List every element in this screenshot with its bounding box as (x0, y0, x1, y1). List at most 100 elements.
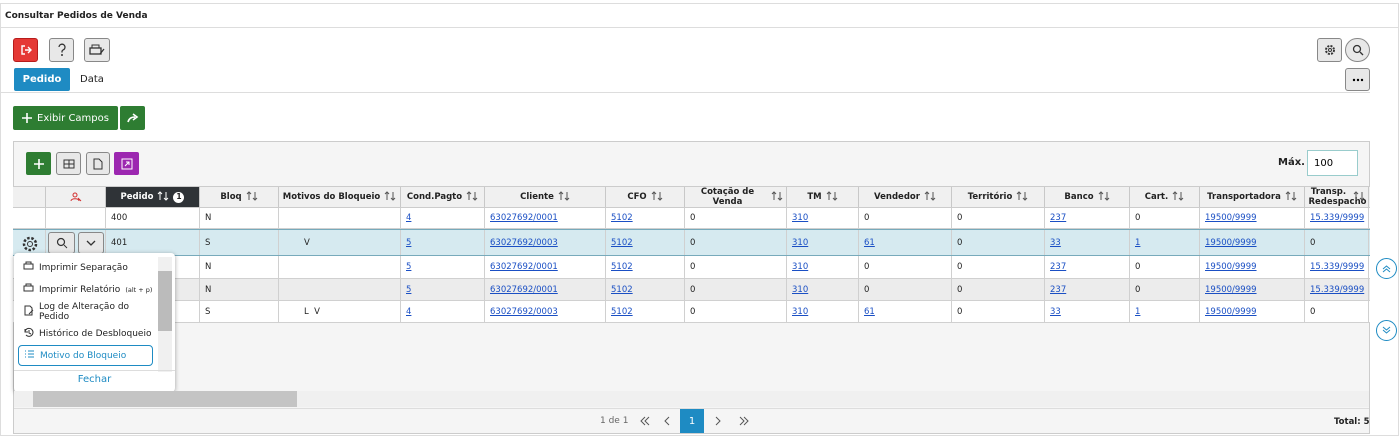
cell-link[interactable]: 63027692/0003 (490, 306, 558, 317)
sort-icon[interactable] (558, 190, 570, 204)
cell-link[interactable]: 5102 (611, 213, 633, 223)
cell-link[interactable]: 1 (1135, 237, 1141, 248)
column-header[interactable]: CFO (606, 187, 685, 207)
column-header[interactable]: Pedido 1 (106, 187, 200, 207)
cell: 19500/9999 (1200, 230, 1305, 255)
share-button[interactable] (120, 106, 145, 130)
cell-link[interactable]: 5 (406, 284, 412, 295)
column-header[interactable]: Cond.Pagto (401, 187, 485, 207)
cell-link[interactable]: 4 (406, 213, 412, 223)
cell-link[interactable]: 15.339/9999 (1310, 213, 1365, 223)
sort-icon[interactable] (157, 190, 169, 204)
menu-item[interactable]: Imprimir Relatório (alt + p) (18, 279, 153, 300)
sort-icon[interactable] (246, 190, 258, 204)
column-header[interactable]: Transp. Redespacho (1305, 187, 1369, 207)
menu-item[interactable]: Log de Alteração do Pedido (18, 301, 153, 322)
cell-link[interactable]: 61 (864, 237, 875, 248)
column-header[interactable]: Bloq (200, 187, 279, 207)
scroll-up-button[interactable] (1376, 258, 1397, 279)
max-input[interactable]: 100 (1307, 150, 1358, 176)
sort-icon[interactable] (651, 190, 663, 204)
cell-link[interactable]: 5102 (611, 262, 633, 272)
cell-link[interactable]: 310 (792, 262, 809, 272)
sort-icon[interactable] (771, 190, 783, 204)
column-header[interactable]: Vendedor (859, 187, 952, 207)
cell-link[interactable]: 61 (864, 306, 875, 317)
settings-button[interactable] (1317, 38, 1342, 62)
sort-icon[interactable] (1098, 190, 1110, 204)
sort-icon[interactable] (924, 190, 936, 204)
cell-link[interactable]: 19500/9999 (1205, 237, 1257, 248)
show-fields-button[interactable]: Exibir Campos (13, 106, 118, 130)
column-header[interactable]: Cart. (1130, 187, 1200, 207)
menu-icon (23, 305, 34, 319)
cell-text: L V (304, 306, 320, 317)
sort-icon[interactable] (1172, 190, 1184, 204)
cell-link[interactable]: 33 (1050, 306, 1061, 317)
cell-text: 0 (1135, 284, 1141, 295)
sort-icon[interactable] (826, 190, 838, 204)
cell-link[interactable]: 237 (1050, 213, 1067, 223)
column-header[interactable]: Cotação de Venda (685, 187, 787, 207)
expand-button[interactable] (114, 152, 139, 175)
header-cell (13, 187, 46, 207)
column-header[interactable]: Motivos do Bloqueio (279, 187, 401, 207)
column-header[interactable]: TM (787, 187, 859, 207)
sort-icon[interactable] (1285, 190, 1297, 204)
cell-link[interactable]: 15.339/9999 (1310, 284, 1365, 295)
cell-link[interactable]: 5102 (611, 306, 633, 317)
column-header[interactable]: Território (952, 187, 1045, 207)
menu-item[interactable]: Imprimir Separação (18, 257, 153, 278)
cell-link[interactable]: 237 (1050, 262, 1067, 272)
tab-active[interactable]: Pedido (14, 68, 70, 91)
cell-link[interactable]: 19500/9999 (1205, 213, 1257, 223)
menu-item[interactable]: Histórico de Desbloqueio (18, 323, 153, 344)
cell-link[interactable]: 63027692/0001 (490, 284, 558, 295)
page-current[interactable]: 1 (680, 409, 704, 433)
cell-link[interactable]: 310 (792, 237, 809, 248)
cell-link[interactable]: 5102 (611, 237, 633, 248)
column-header[interactable]: Cliente (485, 187, 606, 207)
scroll-down-button[interactable] (1376, 320, 1397, 341)
cell-link[interactable]: 15.339/9999 (1310, 262, 1365, 272)
add-button[interactable] (26, 152, 51, 175)
cell (46, 208, 106, 228)
sort-icon[interactable] (466, 190, 478, 204)
search-button[interactable] (1345, 38, 1370, 62)
column-header[interactable]: Transportadora (1200, 187, 1305, 207)
cell-link[interactable]: 19500/9999 (1205, 262, 1257, 272)
page-nav[interactable] (636, 414, 756, 428)
layout-button[interactable] (56, 152, 81, 175)
cell-link[interactable]: 63027692/0001 (490, 213, 558, 223)
cell-link[interactable]: 5 (406, 262, 412, 272)
print-button[interactable] (84, 38, 110, 62)
cell-link[interactable]: 33 (1050, 237, 1061, 248)
exit-button[interactable] (13, 38, 38, 62)
row-expand[interactable] (78, 232, 104, 254)
sort-icon[interactable] (1016, 190, 1028, 204)
menu-item[interactable]: Motivo do Bloqueio (18, 345, 153, 366)
table-row: 400 N 4 63027692/0001 5102 0 310 0 0 237 0 19500/99… (13, 208, 1370, 229)
sort-icon[interactable] (384, 190, 396, 204)
cell-link[interactable]: 310 (792, 284, 809, 295)
sort-icon[interactable] (1353, 190, 1365, 204)
cell-link[interactable]: 63027692/0003 (490, 237, 558, 248)
cell-link[interactable]: 310 (792, 306, 809, 317)
row-search[interactable] (48, 232, 75, 254)
cell-link[interactable]: 63027692/0001 (490, 262, 558, 272)
cell-link[interactable]: 5 (406, 237, 412, 248)
cell-link[interactable]: 310 (792, 213, 809, 223)
cell-link[interactable]: 19500/9999 (1205, 306, 1257, 317)
row-settings[interactable] (21, 235, 39, 253)
cell-link[interactable]: 1 (1135, 306, 1141, 317)
cell-link[interactable]: 5102 (611, 284, 633, 295)
column-header[interactable]: Banco (1045, 187, 1130, 207)
help-button[interactable] (49, 38, 74, 62)
cell-link[interactable]: 4 (406, 306, 412, 317)
cell-link[interactable]: 19500/9999 (1205, 284, 1257, 295)
close-button[interactable]: Fechar (77, 374, 112, 385)
cell-link[interactable]: 237 (1050, 284, 1067, 295)
tab[interactable]: Data (80, 74, 104, 85)
more-button[interactable] (1345, 68, 1370, 91)
export-button[interactable] (86, 152, 110, 175)
